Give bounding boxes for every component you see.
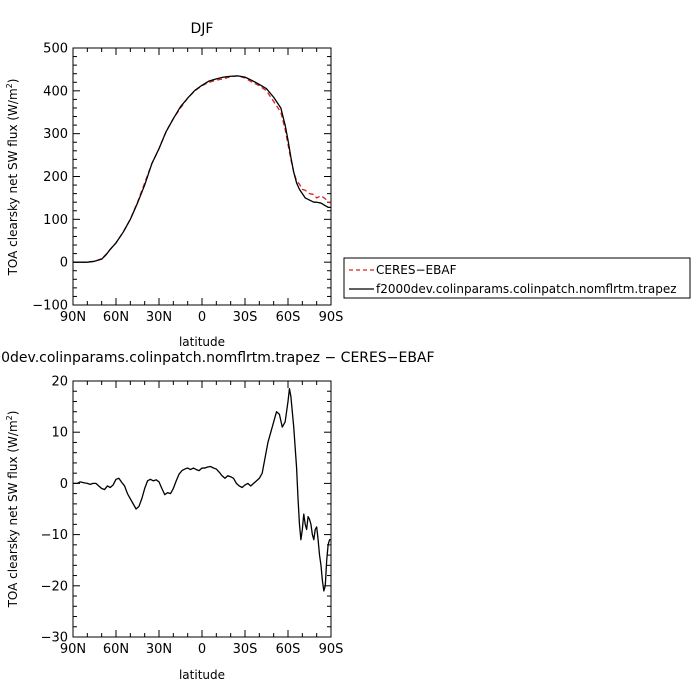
y-tick-label: 400 (43, 84, 68, 99)
y-tick-label: 100 (43, 213, 68, 228)
x-tick-label: 90S (319, 310, 344, 325)
series-line-0-1 (73, 75, 331, 263)
x-tick-label: 30N (146, 642, 172, 657)
x-tick-label: 30S (233, 310, 258, 325)
y-axis-label-bottom-suffix: ) (6, 411, 20, 416)
legend-label-ceres: CERES−EBAF (376, 263, 457, 277)
y-axis-label-top-superscript: 2 (5, 83, 14, 88)
chart-top-panel: DJF 90N 60N 30N 0 30S 60S 90S −100 0 100 200 300 400… (5, 21, 343, 349)
chart-title-bottom: f2000dev.colinparams.colinpatch.nomflrtm… (0, 350, 435, 366)
y-tick-label: −100 (32, 299, 68, 314)
y-tick-label: 200 (43, 170, 68, 185)
x-tick-label: 90N (60, 642, 86, 657)
plot-area-bottom: 90N 60N 30N 0 30S 60S 90S −30 −20 −10 0 10 20 (41, 375, 344, 658)
y-axis-label-top: TOA clearsky net SW flux (W/m2) (5, 79, 20, 277)
chart-bottom-panel: f2000dev.colinparams.colinpatch.nomflrtm… (0, 350, 435, 682)
x-tick-label: 0 (198, 642, 206, 657)
x-tick-label: 60N (103, 642, 129, 657)
y-tick-label: 500 (43, 42, 68, 57)
legend-label-model: f2000dev.colinparams.colinpatch.nomflrtm… (376, 282, 677, 296)
x-tick-label: 90N (60, 310, 86, 325)
chart-title-top: DJF (191, 21, 214, 37)
y-tick-label: 300 (43, 127, 68, 142)
x-tick-label: 30S (233, 642, 258, 657)
y-axis-label-top-suffix: ) (6, 79, 20, 84)
x-tick-label: 90S (319, 642, 344, 657)
plot-frame (72, 380, 332, 638)
legend: CERES−EBAF f2000dev.colinparams.colinpat… (343, 257, 691, 299)
legend-box (343, 257, 691, 299)
y-tick-label: 0 (60, 477, 68, 492)
y-axis-label-bottom-superscript: 2 (5, 415, 14, 420)
x-tick-label: 60S (276, 310, 301, 325)
y-axis-label-bottom-text: TOA clearsky net SW flux (W/m (6, 420, 20, 608)
y-tick-label: −10 (41, 528, 68, 543)
x-axis-label-top: latitude (179, 335, 225, 349)
x-axis-label-bottom: latitude (179, 668, 225, 682)
plot-area-top: 90N 60N 30N 0 30S 60S 90S −100 0 100 200 300 400 500 (32, 42, 343, 326)
series-line-0-0 (73, 75, 332, 263)
plot-frame (72, 47, 332, 306)
x-tick-label: 0 (198, 310, 206, 325)
x-tick-label: 60N (103, 310, 129, 325)
y-tick-label: 0 (60, 256, 68, 271)
series-line-1-0 (73, 388, 331, 592)
x-tick-label: 60S (276, 642, 301, 657)
y-tick-label: 20 (51, 375, 68, 390)
x-tick-label: 30N (146, 310, 172, 325)
y-tick-label: 10 (51, 426, 68, 441)
y-axis-label-bottom: TOA clearsky net SW flux (W/m2) (5, 411, 20, 609)
y-tick-label: −30 (41, 631, 68, 646)
y-axis-label-top-text: TOA clearsky net SW flux (W/m (6, 88, 20, 276)
y-tick-label: −20 (41, 579, 68, 594)
